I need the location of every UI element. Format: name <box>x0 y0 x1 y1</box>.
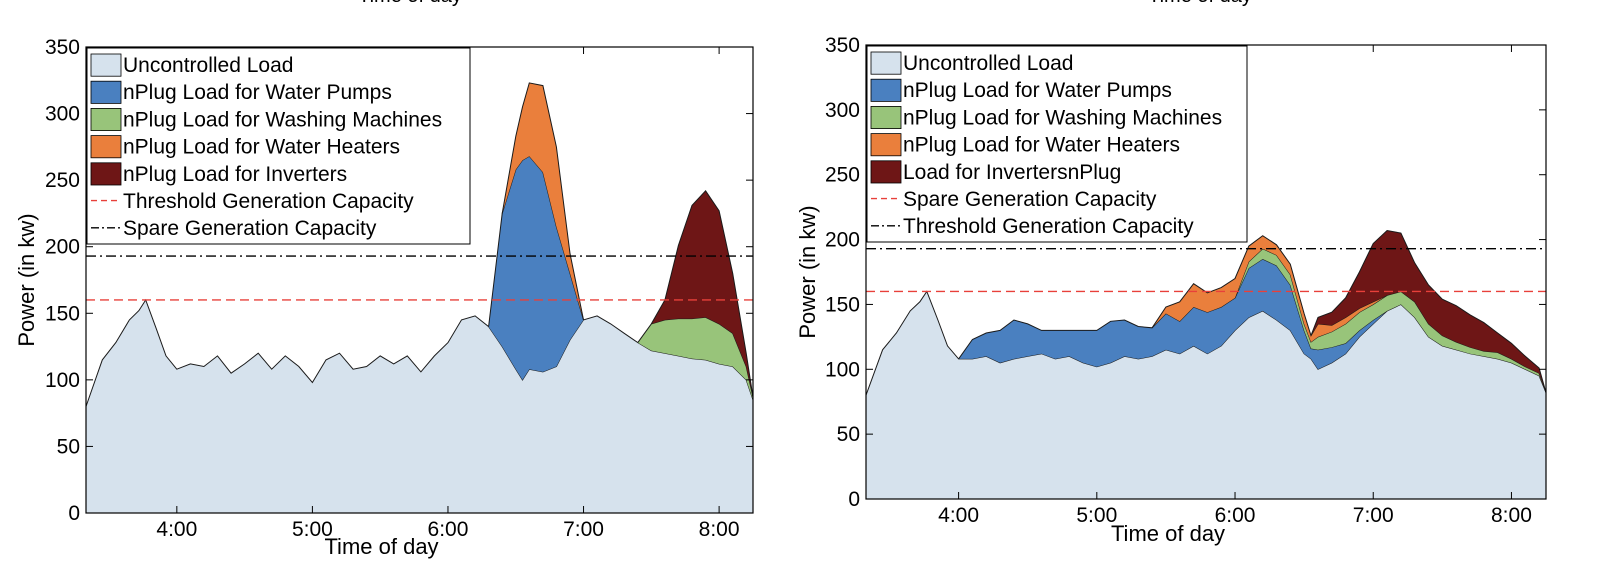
y-axis-label: Power (in kw) <box>14 213 39 346</box>
x-tick-label: 8:00 <box>699 518 740 541</box>
legend-label: nPlug Load for Water Heaters <box>903 134 1180 157</box>
legend-swatch <box>90 80 122 104</box>
legend-label: nPlug Load for Washing Machines <box>123 108 442 131</box>
legend-swatch <box>90 135 122 159</box>
axes-box <box>85 46 754 514</box>
axes-box <box>865 44 1547 500</box>
legend-swatch <box>870 78 902 102</box>
cutoff-title: Time of day <box>1148 0 1252 7</box>
legend-label: Threshold Generation Capacity <box>903 215 1194 238</box>
series-area-5 <box>866 230 1546 396</box>
y-tick-label: 250 <box>45 169 80 192</box>
legend-swatch <box>90 162 122 186</box>
legend-label: nPlug Load for Water Pumps <box>903 79 1172 102</box>
series-outline-5 <box>1310 229 1546 393</box>
area-layers <box>866 229 1546 499</box>
x-tick-label: 6:00 <box>428 518 469 541</box>
x-tick-label: 6:00 <box>1215 504 1256 527</box>
legend-swatch <box>90 108 122 132</box>
y-tick-label: 0 <box>68 502 80 525</box>
y-tick-label: 150 <box>45 302 80 325</box>
y-tick-label: 300 <box>45 103 80 126</box>
y-tick-label: 350 <box>825 34 860 57</box>
legend-swatch <box>870 133 902 157</box>
legend-label: nPlug Load for Inverters <box>123 163 347 186</box>
x-tick-label: 8:00 <box>1491 504 1532 527</box>
legend-label: Threshold Generation Capacity <box>123 190 414 213</box>
legend-swatch <box>870 106 902 130</box>
y-tick-label: 150 <box>825 293 860 316</box>
series-area-2 <box>866 259 1546 396</box>
series-outline-4 <box>501 82 584 320</box>
series-area-1 <box>866 291 1546 499</box>
y-tick-label: 300 <box>825 99 860 122</box>
y-tick-label: 0 <box>848 488 860 511</box>
legend: Uncontrolled Load nPlug Load for Water Pu… <box>866 45 1248 243</box>
y-axis-label: Power (in kw) <box>795 205 820 338</box>
y-tick-label: 100 <box>45 369 80 392</box>
series-outline-5 <box>650 189 753 398</box>
chart-panel-2: Time of day 0 50 100 150 200 250 300 350 4:00 5:00… <box>795 0 1547 546</box>
legend-label: nPlug Load for Washing Machines <box>903 106 1222 129</box>
y-tick-label: 250 <box>825 164 860 187</box>
legend-label: Spare Generation Capacity <box>123 217 377 240</box>
x-tick-label: 4:00 <box>938 504 979 527</box>
x-axis-label: Time of day <box>324 534 438 559</box>
x-axis-label: Time of day <box>1111 521 1225 546</box>
legend-label: nPlug Load for Water Pumps <box>123 81 392 104</box>
y-tick-label: 200 <box>825 229 860 252</box>
legend-label: nPlug Load for Water Heaters <box>123 136 400 159</box>
legend-box <box>86 47 471 245</box>
legend-swatch <box>870 160 902 184</box>
legend-swatch <box>870 51 902 75</box>
x-tick-label: 4:00 <box>156 518 197 541</box>
legend-label: Uncontrolled Load <box>903 52 1073 75</box>
cutoff-title: Time of day <box>358 0 462 7</box>
legend-swatch <box>90 53 122 77</box>
y-tick-label: 50 <box>837 423 860 446</box>
x-tick-label: 5:00 <box>292 518 333 541</box>
legend-label: Load for InvertersnPlug <box>903 161 1121 184</box>
y-tick-label: 100 <box>825 358 860 381</box>
x-tick-label: 7:00 <box>563 518 604 541</box>
x-tick-label: 5:00 <box>1076 504 1117 527</box>
series-area-1 <box>86 300 753 513</box>
y-tick-label: 200 <box>45 236 80 259</box>
y-tick-label: 50 <box>57 435 80 458</box>
legend-label: Spare Generation Capacity <box>903 188 1157 211</box>
legend: Uncontrolled Load nPlug Load for Water Pu… <box>86 47 471 245</box>
legend-box <box>866 45 1248 243</box>
y-tick-label: 350 <box>45 36 80 59</box>
x-tick-label: 7:00 <box>1353 504 1394 527</box>
chart-panel-1: Time of day 0 50 100 150 200 250 300 350 4:00 5:00… <box>14 0 754 559</box>
legend-label: Uncontrolled Load <box>123 54 293 77</box>
area-layers <box>86 82 753 513</box>
